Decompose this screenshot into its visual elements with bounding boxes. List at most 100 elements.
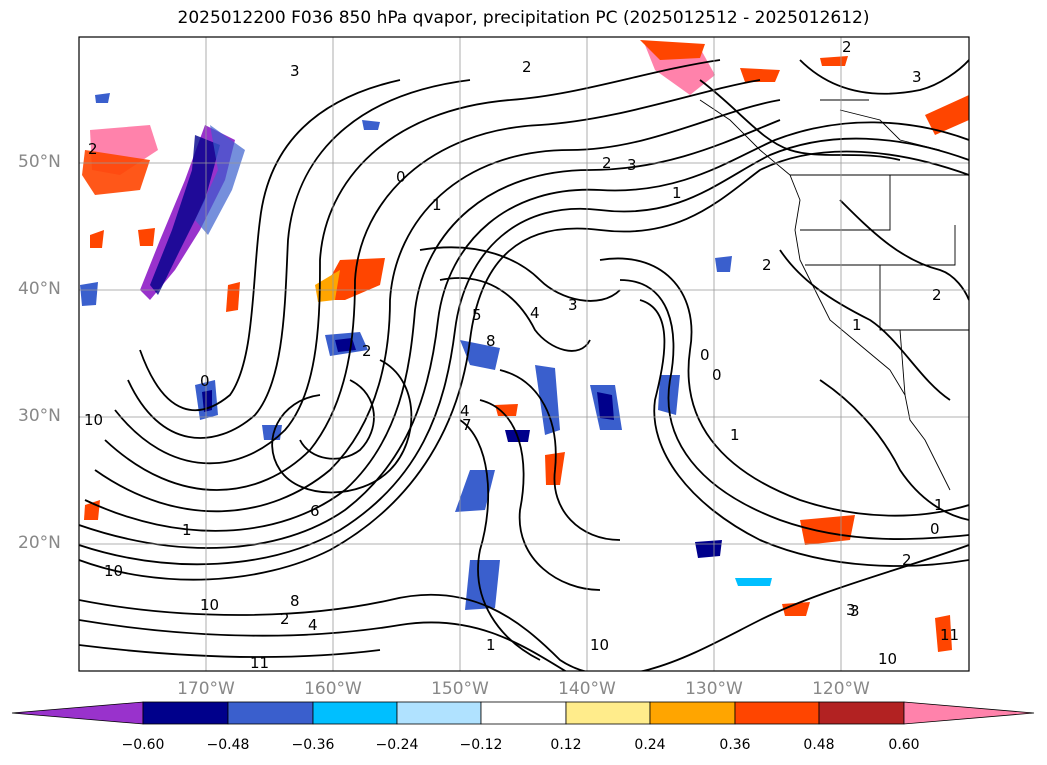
contour-label: 3	[568, 296, 578, 314]
plot-frame	[78, 36, 970, 672]
blue-patch-8	[465, 560, 500, 610]
colorbar-swatch	[227, 701, 314, 725]
colorbar-swatch	[818, 701, 905, 725]
colorbar-tick-label: 0.36	[719, 737, 751, 753]
blue-patch-12	[80, 282, 98, 306]
contour-label: 2	[522, 58, 532, 76]
colorbar-tick-label: −0.36	[291, 737, 335, 753]
blue-patch-5	[460, 340, 500, 370]
colorbar-swatch	[142, 701, 229, 725]
red-patch-e	[925, 95, 969, 135]
contour-label: 2	[280, 610, 290, 628]
navy-patch-3	[597, 392, 614, 420]
contour-label: 2	[88, 140, 98, 158]
contour-label: 10	[590, 636, 609, 654]
lat-label: 30°N	[18, 406, 61, 426]
contour-layer	[79, 59, 969, 671]
lat-label: 20°N	[18, 533, 61, 553]
contour-label: 0	[700, 346, 710, 364]
map-title: 2025012200 F036 850 hPa qvapor, precipit…	[177, 8, 870, 28]
precip-fill-layer	[80, 40, 969, 652]
contour-label: 1	[852, 316, 862, 334]
contour-label: 3	[850, 602, 860, 620]
blue-edge-band	[195, 125, 245, 235]
blue-patch-9	[735, 578, 772, 586]
contour-label: 10	[200, 596, 219, 614]
navy-patch-2	[202, 390, 212, 412]
contour-label: 0	[712, 366, 722, 384]
contour-label: 1	[432, 196, 442, 214]
orange-patch-central	[315, 270, 340, 302]
contour-label: 3	[627, 156, 637, 174]
colorbar-swatch	[480, 701, 567, 725]
contour-label: 2	[362, 342, 372, 360]
colorbar-swatch	[396, 701, 482, 725]
contour-label-layer: 3 2 2 3 2 0 2 3 1 1 2 2 1 2 0 0 1 4 5 8 …	[84, 38, 959, 672]
lat-label: 40°N	[18, 279, 61, 299]
colorbar-extend-left	[11, 701, 144, 725]
orange-patch-3	[740, 68, 780, 82]
lon-label: 140°W	[558, 679, 616, 699]
colorbar-tick-label: 0.12	[550, 737, 582, 753]
lon-label: 130°W	[685, 679, 743, 699]
contour-label: 6	[310, 502, 320, 520]
contour-label: 4	[530, 304, 540, 322]
lat-label: 50°N	[18, 152, 61, 172]
colorbar-tick-label: 0.24	[634, 737, 666, 753]
contour-label: 7	[462, 416, 472, 434]
contour-label: 2	[932, 286, 942, 304]
gridlines	[79, 37, 969, 671]
lon-label: 150°W	[431, 679, 489, 699]
contour-label: 2	[762, 256, 772, 274]
colorbar	[11, 701, 1035, 725]
contour-label: 4	[460, 402, 470, 420]
contour-label: 5	[472, 306, 482, 324]
contour-label: 10	[104, 562, 123, 580]
contour-label: 0	[396, 168, 406, 186]
orange-red-patch	[82, 150, 150, 195]
contour-label: 3	[846, 601, 856, 619]
lon-label: 120°W	[812, 679, 870, 699]
red-patch-8	[138, 228, 155, 246]
contour-label: 2	[842, 38, 852, 56]
navy-patch-4	[695, 540, 722, 558]
coastline-layer	[699, 99, 969, 491]
contour-label: 3	[290, 62, 300, 80]
contour-label: 10	[84, 411, 103, 429]
contour-label: 8	[486, 332, 496, 350]
colorbar-tick-label: 0.48	[803, 737, 835, 753]
red-patch-9	[495, 404, 518, 416]
colorbar-tick-label: 0.60	[888, 737, 920, 753]
colorbar-extend-right	[903, 701, 1035, 725]
colorbar-swatch	[312, 701, 398, 725]
blue-patch-11	[95, 93, 110, 103]
blue-patch-7	[455, 470, 495, 512]
contour-label: 0	[930, 520, 940, 538]
contour-label: 1	[672, 184, 682, 202]
red-patch-7	[90, 230, 104, 248]
orange-patch-2	[226, 282, 240, 312]
blue-patch-13	[715, 256, 732, 272]
colorbar-tick-label: −0.12	[459, 737, 503, 753]
contour-label: 1	[486, 636, 496, 654]
red-patch-4	[782, 602, 810, 616]
colorbar-swatch	[734, 701, 820, 725]
contour-label: 1	[730, 426, 740, 444]
colorbar-swatch	[649, 701, 736, 725]
colorbar-tick-label: −0.60	[121, 737, 165, 753]
contour-label: 10	[878, 650, 897, 668]
contour-label: 4	[308, 616, 318, 634]
blue-patch-6	[535, 365, 560, 435]
contour-label: 2	[902, 551, 912, 569]
navy-band	[150, 135, 220, 295]
lon-label: 160°W	[304, 679, 362, 699]
contour-label: 8	[290, 592, 300, 610]
contour-label: 11	[940, 626, 959, 644]
colorbar-swatch	[565, 701, 651, 725]
colorbar-tick-label: −0.24	[375, 737, 419, 753]
contour-label: 11	[250, 654, 269, 672]
red-patch-5	[935, 615, 952, 652]
blue-patch-10	[362, 120, 380, 130]
contour-label: 0	[200, 372, 210, 390]
